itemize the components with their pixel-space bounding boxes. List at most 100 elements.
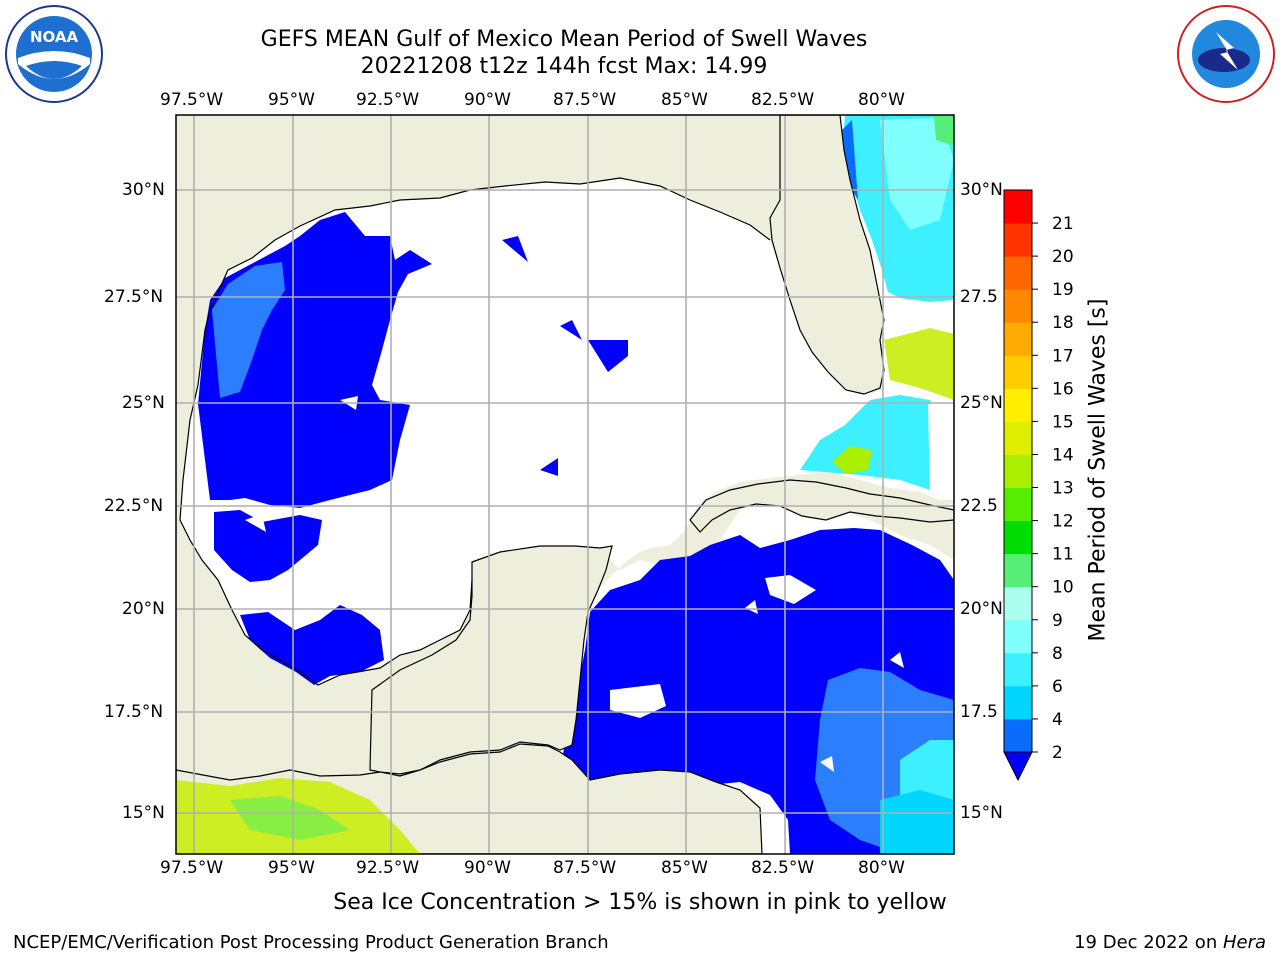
colorbar-tick-label: 10 <box>1052 578 1074 598</box>
swell-region-central-tiny <box>560 320 582 340</box>
footer-date-text: 19 Dec 2022 on <box>1074 932 1223 953</box>
lon-label-bottom-95: 95°W <box>268 858 315 878</box>
colorbar-swatch <box>1004 223 1032 257</box>
swell-region-central-small <box>540 458 558 476</box>
lon-label-bottom-87-5: 87.5°W <box>553 858 617 878</box>
colorbar-tick-label: 6 <box>1052 677 1063 697</box>
lon-label-top-80: 80°W <box>858 90 905 110</box>
colorbar-tick-label: 20 <box>1052 247 1074 267</box>
lat-label-right-15: 15°N <box>960 803 1003 823</box>
mexico-coastline <box>179 519 473 686</box>
pacific-ice-green <box>230 796 350 840</box>
lon-label-top-82-5: 82.5°W <box>751 90 815 110</box>
swell-region-central-patch <box>588 340 628 372</box>
sea-ice-caption: Sea Ice Concentration > 15% is shown in … <box>333 890 947 915</box>
florida-straits-green <box>832 446 872 474</box>
colorbar-tick-label: 9 <box>1052 611 1063 631</box>
lat-label-left-20: 20°N <box>122 599 165 619</box>
swell-region-west-south <box>214 510 322 582</box>
noaa-logo: NOAA <box>4 4 104 104</box>
colorbar-extend-arrow <box>1003 751 1033 782</box>
lon-label-top-95: 95°W <box>268 90 315 110</box>
lat-label-right-17-5: 17.5 <box>960 702 998 722</box>
yucatan-land <box>369 545 613 775</box>
chart-title: GEFS MEAN Gulf of Mexico Mean Period of … <box>260 27 868 52</box>
bahamas-swell-yellow <box>884 328 954 400</box>
lat-label-left-27-5: 27.5°N <box>104 287 164 307</box>
colorbar-tick-label: 4 <box>1052 710 1063 730</box>
colorbar-swatch <box>1004 289 1032 323</box>
colorbar-tick-label: 11 <box>1052 545 1074 565</box>
colorbar-swatch <box>1004 487 1032 522</box>
lon-label-bottom-82-5: 82.5°W <box>751 858 815 878</box>
colorbar-tick-label: 12 <box>1052 512 1074 532</box>
lon-label-bottom-85: 85°W <box>661 858 708 878</box>
atlantic-swell-aqua <box>880 118 954 230</box>
footer-credit: NCEP/EMC/Verification Post Processing Pr… <box>13 932 609 953</box>
colorbar-swatch <box>1004 586 1032 621</box>
colorbar: 2 4 6 8 9 10 11 12 13 14 15 16 17 18 19 20 21 <box>1003 189 1074 782</box>
colorbar-tick-label: 21 <box>1052 214 1074 234</box>
lat-label-right-22-5: 22.5 <box>960 496 998 516</box>
map-frame <box>175 114 955 855</box>
nws-logo <box>1176 4 1276 104</box>
colorbar-swatch <box>1004 190 1032 224</box>
colorbar-swatch <box>1004 553 1032 588</box>
lon-label-top-87-5: 87.5°W <box>553 90 617 110</box>
swell-region-west-light <box>212 262 285 398</box>
colorbar-frame <box>1003 189 1033 753</box>
florida-straits-cyan <box>800 395 940 490</box>
colorbar-swatch <box>1004 421 1032 455</box>
colorbar-tick-label: 8 <box>1052 644 1063 664</box>
colorbar-swatch <box>1004 652 1032 687</box>
colorbar-tick-label: 15 <box>1052 412 1074 432</box>
lat-label-left-22-5: 22.5°N <box>104 496 164 516</box>
colorbar-title: Mean Period of Swell Waves [s] <box>1085 298 1111 642</box>
lat-label-left-15: 15°N <box>122 803 165 823</box>
colorbar-swatch <box>1004 718 1032 753</box>
lat-label-right-20: 20°N <box>960 599 1003 619</box>
colorbar-tick-label: 13 <box>1052 479 1074 499</box>
lat-label-left-30: 30°N <box>122 180 165 200</box>
lon-label-top-92-5: 92.5°W <box>356 90 420 110</box>
graticule <box>176 115 954 854</box>
colorbar-tick-label: 18 <box>1052 313 1074 333</box>
swell-region-ne-small <box>502 236 528 262</box>
colorbar-swatch <box>1004 454 1032 489</box>
chart-subtitle: 20221208 t12z 144h fcst Max: 14.99 <box>360 54 768 79</box>
us-coastline <box>179 177 771 521</box>
svg-text:NOAA: NOAA <box>30 28 79 46</box>
lon-label-bottom-92-5: 92.5°W <box>356 858 420 878</box>
florida-land <box>769 115 885 395</box>
colorbar-swatch <box>1004 322 1032 356</box>
lon-label-top-90: 90°W <box>464 90 511 110</box>
colorbar-swatch <box>1004 256 1032 290</box>
colorbar-swatch <box>1004 520 1032 555</box>
lat-label-right-25: 25°N <box>960 393 1003 413</box>
lon-label-bottom-90: 90°W <box>464 858 511 878</box>
gom-white-patches <box>245 396 904 772</box>
colorbar-swatch <box>1004 619 1032 654</box>
colorbar-tick-label: 19 <box>1052 280 1074 300</box>
colorbar-swatch <box>1004 685 1032 720</box>
lat-label-right-27-5: 27.5 <box>960 287 998 307</box>
colorbar-tick-label: 2 <box>1052 743 1063 763</box>
swell-region-sw-coast <box>240 605 384 685</box>
colorbar-tick-label: 16 <box>1052 379 1074 399</box>
colorbar-tick-label: 14 <box>1052 445 1074 465</box>
atlantic-swell-green <box>934 116 954 146</box>
footer-date: 19 Dec 2022 on Hera <box>1074 932 1266 953</box>
lon-label-bottom-80: 80°W <box>858 858 905 878</box>
lat-label-right-30: 30°N <box>960 180 1003 200</box>
lon-label-top-85: 85°W <box>661 90 708 110</box>
lat-label-left-25: 25°N <box>122 393 165 413</box>
footer-host: Hera <box>1222 932 1266 953</box>
colorbar-swatch <box>1004 355 1032 389</box>
lon-label-bottom-97-5: 97.5°W <box>160 858 224 878</box>
lon-label-top-97-5: 97.5°W <box>160 90 224 110</box>
lat-label-left-17-5: 17.5°N <box>104 702 164 722</box>
colorbar-tick-label: 17 <box>1052 346 1074 366</box>
swell-region-caribbean-aqua <box>880 790 954 854</box>
colorbar-swatch <box>1004 388 1032 422</box>
